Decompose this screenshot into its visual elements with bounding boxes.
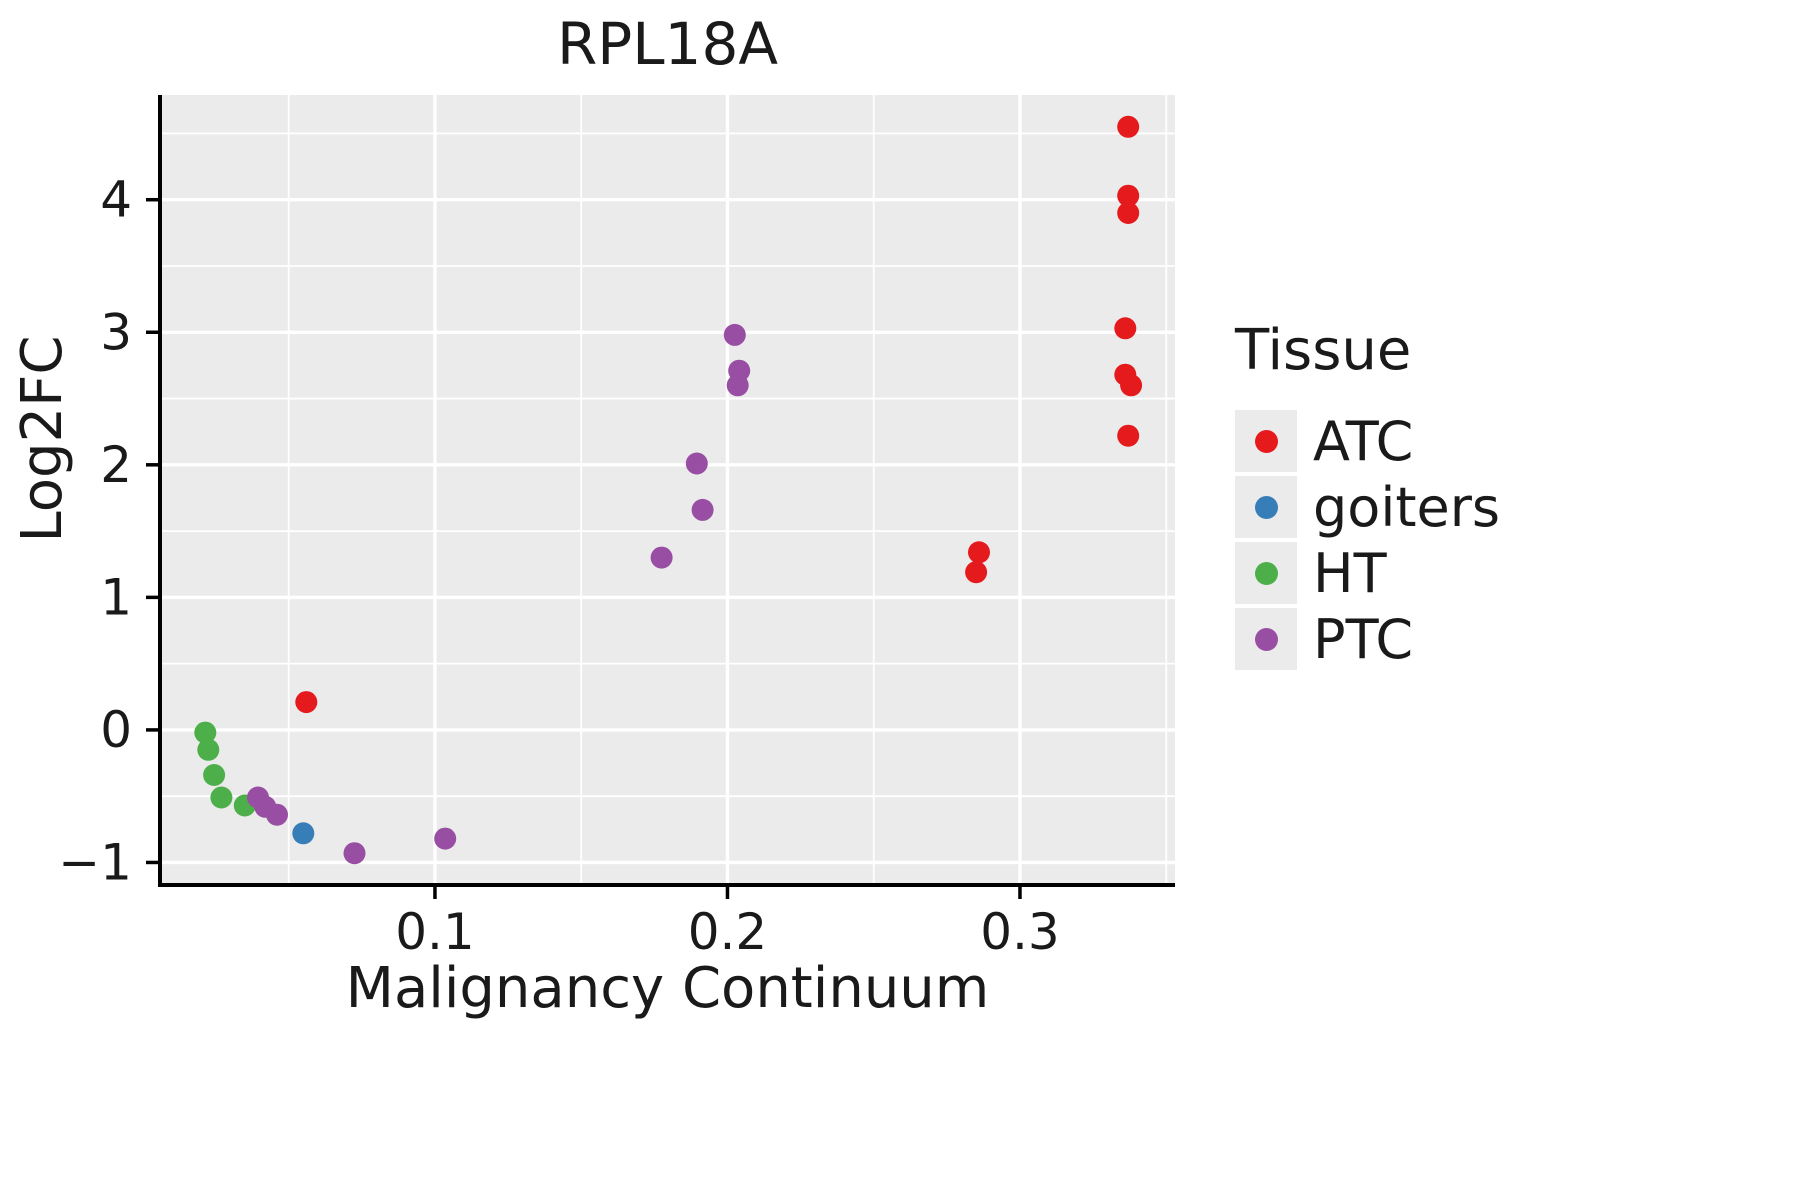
- legend-item-atc: ATC: [1235, 409, 1500, 473]
- data-point-PTC: [691, 498, 714, 521]
- data-point-PTC: [266, 803, 288, 826]
- legend-item-goiters: goiters: [1235, 475, 1500, 539]
- data-point-ATC: [1117, 184, 1140, 207]
- legend-dot-ht: [1254, 561, 1278, 585]
- legend-dot-goiters: [1254, 495, 1278, 519]
- data-point-goiters: [292, 822, 315, 845]
- y-tick-label: 4: [100, 171, 132, 229]
- chart-title: RPL18A: [556, 10, 779, 78]
- x-tick-label: 0.1: [395, 903, 475, 961]
- data-point-PTC: [343, 842, 366, 865]
- legend-key: [1235, 608, 1297, 670]
- data-point-HT: [210, 786, 233, 809]
- legend-label: ATC: [1313, 409, 1414, 473]
- legend-title: Tissue: [1235, 318, 1412, 383]
- data-point-ATC: [1114, 317, 1137, 340]
- y-tick-label: 0: [100, 701, 132, 759]
- y-axis-label: Log2FC: [10, 335, 75, 543]
- data-point-PTC: [726, 374, 749, 397]
- legend-key: [1235, 410, 1297, 472]
- legend-label: HT: [1313, 541, 1387, 605]
- legend-key: [1235, 476, 1297, 538]
- legend-dot-ptc: [1254, 627, 1278, 651]
- x-tick-label: 0.3: [980, 903, 1060, 961]
- legend: Tissue ATC goiters HT PTC: [1235, 318, 1500, 673]
- data-point-PTC: [685, 452, 708, 475]
- x-axis-label: Malignancy Continuum: [345, 956, 990, 1021]
- x-tick-label: 0.2: [688, 903, 768, 961]
- y-tick-label: 3: [100, 303, 132, 361]
- data-point-HT: [194, 721, 217, 744]
- data-point-HT: [197, 738, 220, 761]
- y-tick-label: −1: [58, 833, 132, 891]
- data-point-ATC: [1117, 115, 1140, 138]
- plot-panel: [160, 95, 1175, 885]
- data-point-ATC: [1117, 202, 1140, 224]
- legend-label: goiters: [1313, 475, 1501, 539]
- data-point-HT: [203, 764, 226, 786]
- legend-label: PTC: [1313, 607, 1414, 671]
- data-point-ATC: [968, 541, 990, 564]
- legend-key: [1235, 542, 1297, 604]
- legend-item-ht: HT: [1235, 541, 1500, 605]
- y-tick-label: 2: [100, 436, 132, 494]
- legend-dot-atc: [1254, 429, 1278, 453]
- data-point-ATC: [1117, 424, 1140, 447]
- legend-item-ptc: PTC: [1235, 607, 1500, 671]
- data-point-ATC: [295, 691, 318, 714]
- y-tick-label: 1: [100, 568, 132, 626]
- data-point-ATC: [1114, 363, 1137, 386]
- data-point-PTC: [434, 827, 457, 850]
- data-point-PTC: [723, 323, 746, 346]
- data-point-PTC: [650, 546, 673, 569]
- data-point-ATC: [965, 561, 988, 584]
